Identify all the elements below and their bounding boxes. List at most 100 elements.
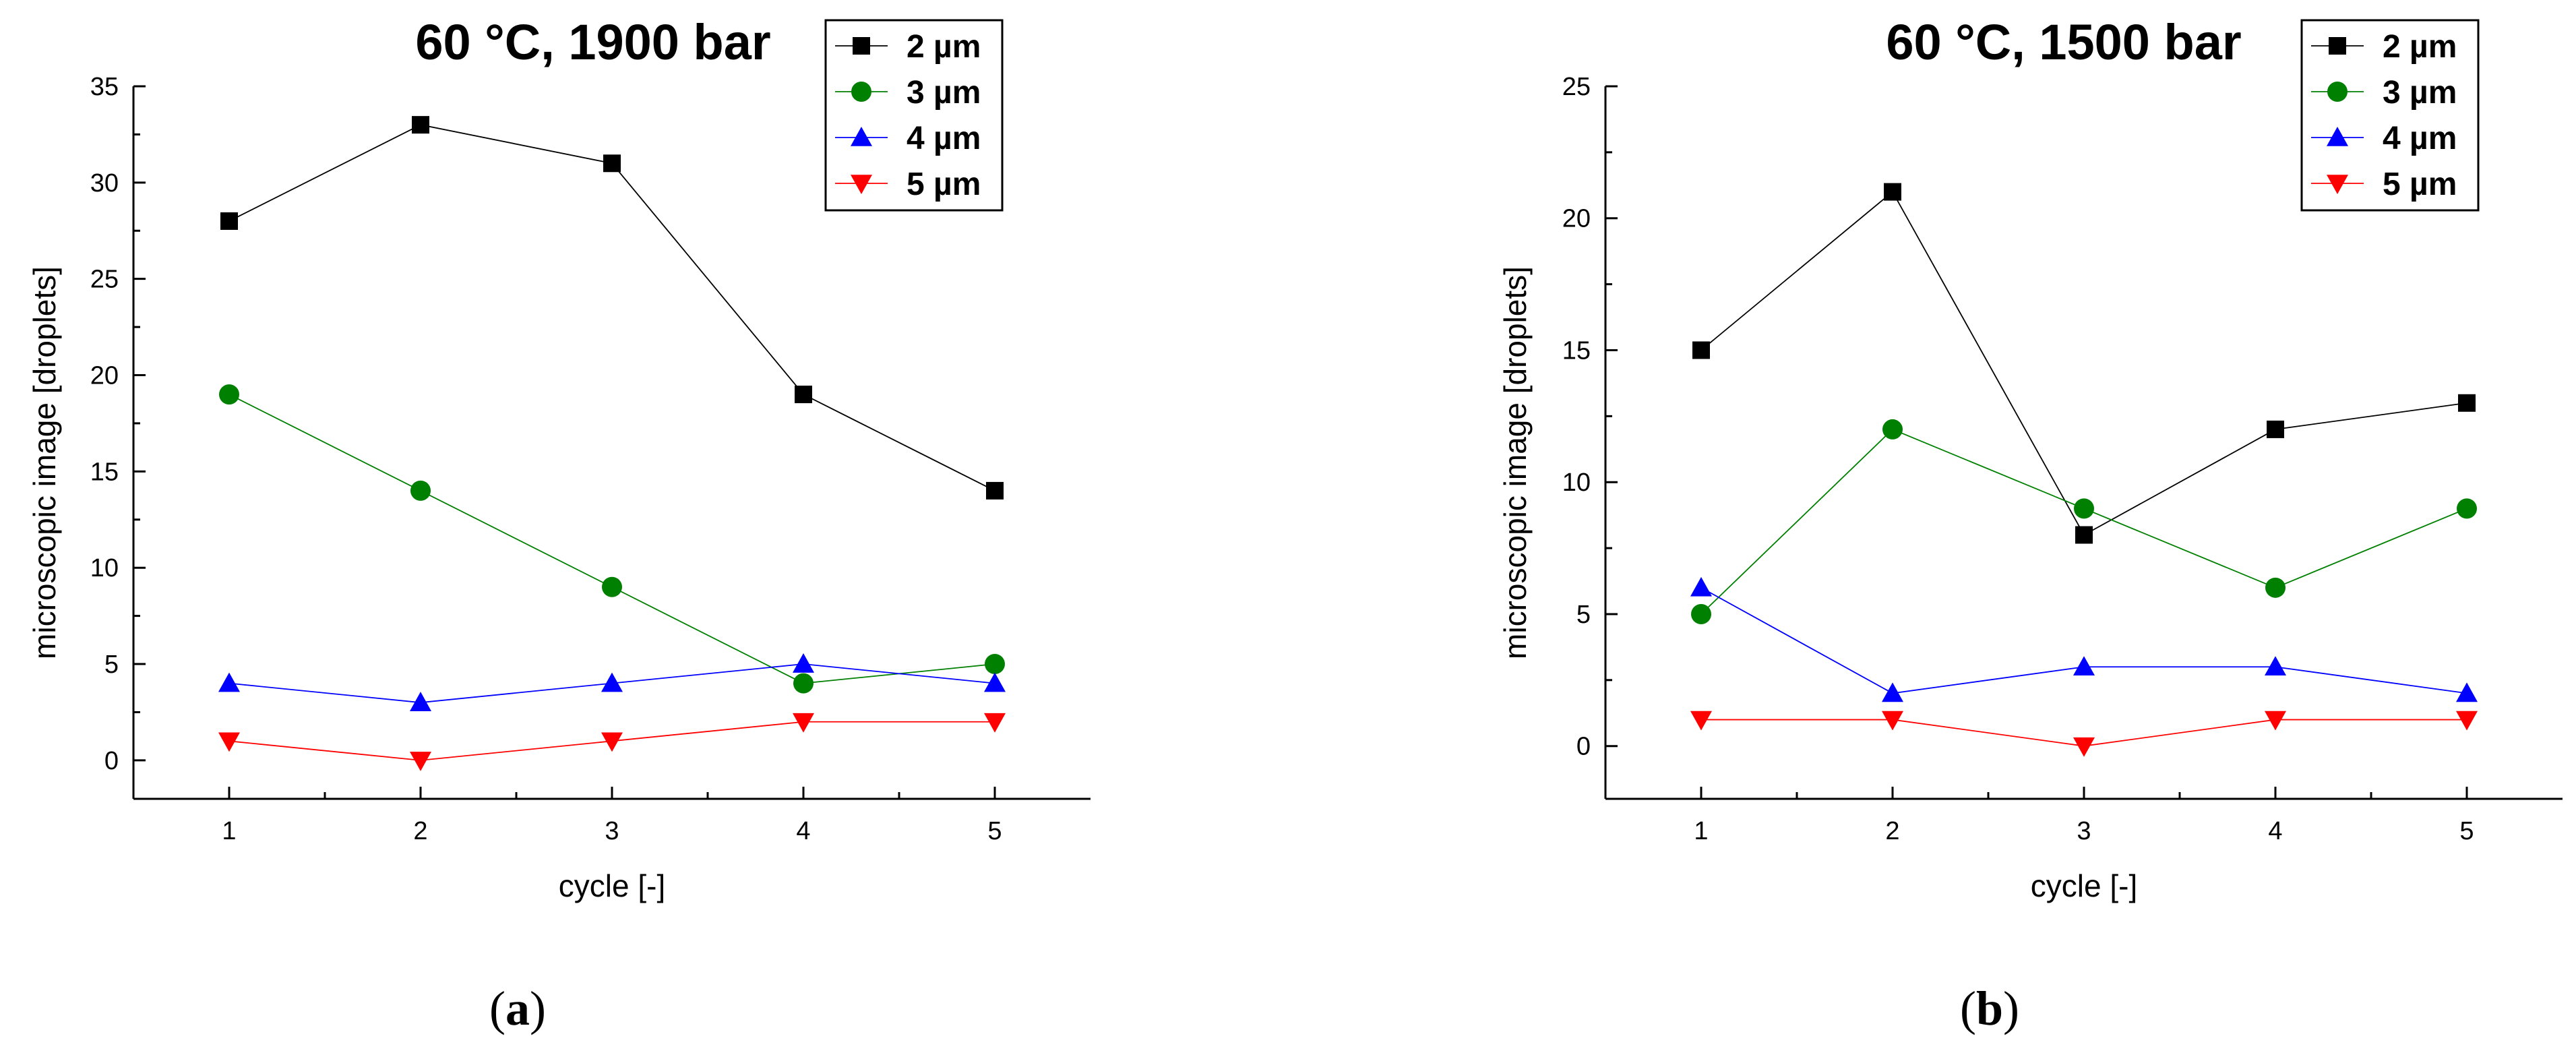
data-point — [2457, 498, 2477, 519]
y-tick-label: 10 — [1562, 469, 1591, 497]
series-triangle-up — [218, 653, 1006, 711]
legend-entry: 4 µm — [907, 121, 981, 156]
data-point — [984, 672, 1006, 692]
legend-marker — [2327, 175, 2348, 194]
data-point — [1690, 711, 1712, 731]
data-point — [2456, 711, 2478, 731]
data-point — [1882, 711, 1903, 731]
series-circle — [219, 384, 1005, 694]
data-point — [793, 673, 814, 694]
panel-label: (a) — [489, 982, 546, 1035]
y-tick-label: 0 — [1576, 733, 1591, 761]
legend-entry: 3 µm — [907, 75, 981, 111]
x-axis-label: cycle [-] — [2031, 868, 2137, 903]
x-tick-label: 1 — [1694, 817, 1708, 845]
series-triangle-up — [1690, 576, 2478, 702]
x-tick-label: 1 — [222, 817, 236, 845]
legend-entry: 5 µm — [2383, 167, 2457, 202]
y-tick-label: 20 — [1562, 205, 1591, 233]
legend-marker — [2329, 37, 2346, 55]
data-point — [410, 752, 431, 771]
x-tick-label: 2 — [413, 817, 427, 845]
data-point — [986, 481, 1004, 500]
data-point — [1690, 576, 1712, 597]
data-point — [1882, 419, 1903, 440]
data-point — [1692, 341, 1710, 359]
y-tick-label: 15 — [1562, 336, 1591, 365]
legend-marker — [853, 37, 870, 55]
data-point — [2267, 420, 2284, 438]
y-tick-label: 10 — [90, 554, 119, 582]
series-circle — [1691, 419, 2477, 624]
y-tick-label: 20 — [90, 362, 119, 390]
data-point — [601, 732, 623, 752]
data-point — [2073, 737, 2095, 757]
chart-title: 60 °C, 1900 bar — [415, 14, 770, 70]
legend-marker — [851, 175, 872, 194]
y-tick-label: 15 — [90, 458, 119, 486]
data-point — [2456, 682, 2478, 702]
x-tick-label: 4 — [2268, 817, 2282, 845]
series-triangle-down — [1690, 711, 2478, 757]
data-point — [2265, 577, 2286, 598]
data-point — [985, 654, 1005, 675]
data-point — [1882, 682, 1903, 702]
legend-entry: 4 µm — [2383, 121, 2457, 156]
data-point — [2265, 711, 2286, 731]
legend: 2 µm 3 µm 4 µm 5 µm — [2300, 19, 2480, 212]
y-tick-label: 30 — [90, 169, 119, 198]
data-point — [218, 672, 240, 692]
data-point — [601, 672, 623, 692]
data-point — [795, 386, 812, 404]
data-point — [219, 384, 239, 405]
data-point — [793, 713, 814, 733]
y-tick-label: 5 — [104, 651, 119, 679]
series-line — [1700, 428, 2467, 615]
y-tick-label: 5 — [1576, 601, 1591, 629]
data-point — [1884, 183, 1901, 201]
legend-entry: 2 µm — [2383, 29, 2457, 65]
x-tick-label: 5 — [2459, 817, 2474, 845]
y-axis-label: microscopic image [droplets] — [27, 266, 62, 659]
chart-title: 60 °C, 1500 bar — [1886, 14, 2241, 70]
legend-entry: 2 µm — [907, 29, 981, 65]
data-point — [410, 480, 431, 501]
data-point — [2073, 656, 2095, 676]
x-axis-label: cycle [-] — [559, 868, 665, 903]
legend-marker — [851, 82, 871, 102]
x-tick-label: 3 — [2077, 817, 2091, 845]
data-point — [412, 116, 429, 134]
legend-marker — [2327, 82, 2348, 102]
data-point — [602, 576, 622, 597]
data-point — [220, 212, 238, 230]
series-line — [228, 394, 995, 684]
legend-entry: 5 µm — [907, 167, 981, 202]
x-tick-label: 4 — [796, 817, 810, 845]
panel-label: (b) — [1960, 982, 2019, 1035]
legend-marker — [2327, 127, 2348, 146]
series-line — [1700, 587, 2467, 694]
legend: 2 µm 3 µm 4 µm 5 µm — [824, 19, 1004, 212]
data-point — [2265, 656, 2286, 676]
data-point — [218, 732, 240, 752]
series-triangle-down — [218, 713, 1006, 771]
chart-a: 0 5 10 15 20 25 30 35 1 2 3 4 5 cycle [-] microscopic … — [27, 14, 1091, 1035]
y-tick-label: 25 — [90, 266, 119, 294]
data-point — [984, 713, 1006, 733]
y-axis-label: microscopic image [droplets] — [1498, 266, 1533, 659]
data-point — [1691, 603, 1711, 624]
chart-b: 0 5 10 15 20 25 1 2 3 4 5 cycle [-] microscopic imag… — [1498, 14, 2563, 1035]
x-tick-label: 3 — [605, 817, 619, 845]
data-point — [793, 653, 814, 673]
x-tick-label: 5 — [987, 817, 1002, 845]
y-tick-label: 0 — [104, 747, 119, 775]
y-tick-label: 25 — [1562, 73, 1591, 101]
data-point — [2074, 498, 2094, 519]
data-point — [603, 154, 621, 173]
x-tick-label: 2 — [1885, 817, 1899, 845]
series-square — [1692, 183, 2476, 544]
series-line — [1700, 191, 2467, 536]
data-point — [2075, 526, 2093, 544]
legend-marker — [851, 127, 872, 146]
